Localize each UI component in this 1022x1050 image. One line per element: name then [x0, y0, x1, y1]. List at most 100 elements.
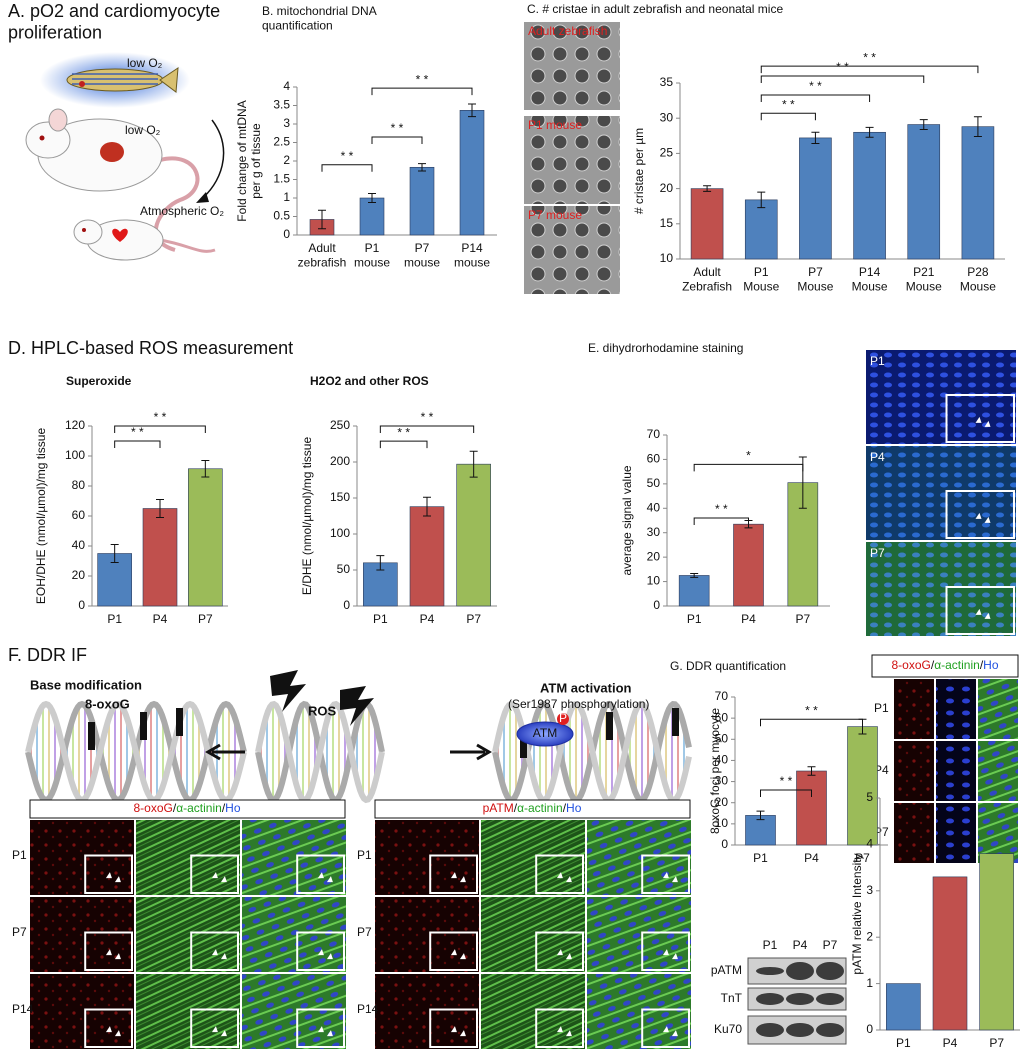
pup-tail — [159, 238, 216, 253]
significance-label: * * — [341, 149, 354, 163]
inset — [945, 490, 1015, 539]
annotation: ATM — [533, 726, 557, 740]
error-bar — [807, 766, 816, 776]
significance-label: * * — [863, 50, 876, 64]
bar — [733, 523, 764, 607]
bar — [188, 468, 223, 607]
error-bar — [973, 116, 982, 138]
arrowhead-marker — [317, 872, 324, 879]
chart-title: G. DDR quantification — [670, 659, 786, 673]
significance-bracket — [760, 75, 925, 83]
blot-band — [786, 962, 814, 980]
arrowhead-marker — [984, 516, 991, 523]
arrowhead-marker — [975, 608, 982, 615]
arrowhead-marker — [211, 872, 218, 879]
arrowhead-marker — [556, 1026, 563, 1033]
y-tick-label: 1 — [283, 190, 290, 204]
y-tick-label: 3 — [283, 116, 290, 130]
error-bar — [690, 573, 699, 578]
lesion — [176, 708, 183, 736]
y-tick-label: 20 — [715, 795, 729, 809]
significance-label: * * — [780, 774, 793, 788]
x-tick-label: P28 Mouse — [960, 265, 996, 293]
y-tick-label: 50 — [647, 476, 661, 490]
y-tick-label: 30 — [660, 110, 674, 124]
x-tick-label: P4 — [420, 612, 435, 626]
y-tick-label: 40 — [647, 500, 661, 514]
image-label: P1 — [12, 848, 27, 862]
arrowhead-marker — [317, 1026, 324, 1033]
significance-bracket — [371, 136, 423, 144]
lesion — [606, 712, 613, 740]
error-bar — [811, 131, 820, 145]
arrowhead-marker — [984, 612, 991, 619]
arrowhead-marker — [671, 1030, 678, 1037]
error-bar — [318, 209, 326, 230]
blot-band — [756, 993, 784, 1005]
y-tick-label: 60 — [72, 508, 86, 522]
significance-label: * * — [836, 60, 849, 74]
image-label: P14 — [357, 1002, 379, 1016]
blot-band — [756, 967, 784, 975]
chart-title: H2O2 and other ROS — [310, 374, 429, 388]
bar — [142, 508, 178, 607]
inset — [945, 394, 1015, 443]
error-bar — [703, 185, 712, 192]
y-tick-label: 25 — [660, 146, 674, 160]
error-bar — [201, 460, 210, 478]
arrow — [205, 743, 245, 761]
significance-bracket — [760, 718, 863, 727]
y-tick-label: 10 — [660, 251, 674, 265]
arrowhead-marker — [984, 420, 991, 427]
arrowhead-marker — [105, 949, 112, 956]
y-tick-label: 15 — [660, 216, 674, 230]
x-tick-label: P14 Mouse — [852, 265, 888, 293]
arrowhead-marker — [975, 416, 982, 423]
x-tick-label: P1 — [687, 612, 702, 626]
stain-part: / — [931, 658, 935, 672]
error-bar — [423, 496, 431, 517]
x-tick-label: P7 — [795, 612, 810, 626]
annotation: low O₂ — [125, 123, 161, 137]
error-bar — [368, 193, 376, 203]
y-tick-label: 100 — [65, 448, 85, 462]
y-tick-label: 1 — [866, 976, 873, 990]
annotation: ATM activation — [540, 680, 632, 695]
y-axis-label: # cristae per µm — [632, 128, 646, 214]
stain-part: / — [173, 801, 177, 815]
arrowhead-marker — [450, 1026, 457, 1033]
x-tick-label: P7 — [466, 612, 481, 626]
bar — [799, 137, 832, 260]
y-axis-label: E/DHE (nmol/µmol)/mg tissue — [300, 437, 314, 596]
image-label: P7 — [823, 938, 838, 952]
error-bar — [756, 810, 765, 821]
y-tick-label: 10 — [647, 574, 661, 588]
stain-header — [871, 654, 1019, 678]
stain-part: / — [514, 801, 518, 815]
bar — [853, 131, 886, 260]
significance-bracket — [114, 440, 161, 448]
y-tick-label: 30 — [647, 525, 661, 539]
arrowhead-marker — [565, 953, 572, 960]
arrowhead-marker — [459, 1030, 466, 1037]
y-tick-label: 2 — [866, 929, 873, 943]
x-tick-label: P7 — [855, 851, 870, 865]
arrowhead-marker — [114, 953, 121, 960]
arrowhead-marker — [450, 949, 457, 956]
arrowhead-marker — [662, 1026, 669, 1033]
x-tick-label: P7 mouse — [404, 241, 440, 269]
significance-bracket — [114, 425, 206, 433]
arrowhead-marker — [662, 949, 669, 956]
stain-part: Ho — [983, 658, 999, 672]
y-tick-label: 50 — [337, 562, 351, 576]
micrograph — [894, 741, 934, 801]
lightning — [340, 686, 374, 726]
bar — [796, 770, 827, 846]
micrograph — [978, 803, 1018, 863]
significance-label: * * — [154, 410, 167, 424]
chart-title: C. # cristae in adult zebrafish and neon… — [527, 2, 783, 16]
significance-label: * * — [809, 79, 822, 93]
bar — [932, 876, 968, 1031]
bar — [459, 110, 485, 236]
